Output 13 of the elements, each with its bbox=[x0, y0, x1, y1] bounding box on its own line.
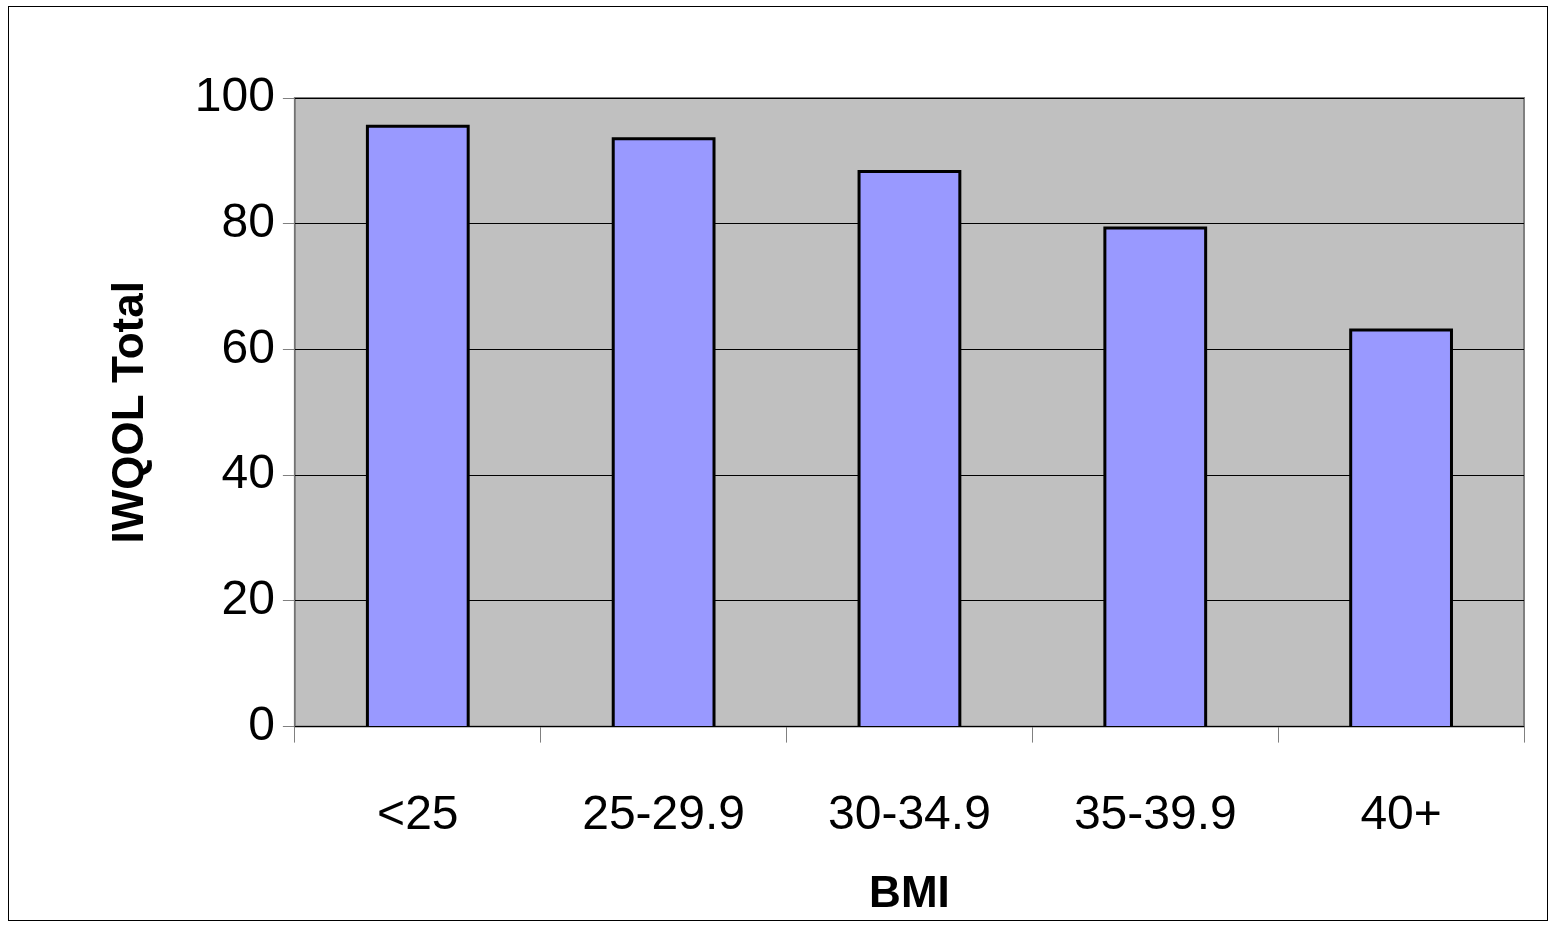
y-tick-label: 40 bbox=[221, 445, 275, 499]
x-tick-label: 40+ bbox=[1360, 785, 1442, 839]
y-tick-label: 0 bbox=[248, 696, 275, 750]
y-tick-label: 80 bbox=[221, 193, 275, 247]
x-tick-label: 30-34.9 bbox=[828, 785, 991, 839]
x-tick-label: <25 bbox=[377, 785, 459, 839]
x-axis-title: BMI bbox=[869, 866, 950, 916]
x-tick-label: 35-39.9 bbox=[1073, 785, 1237, 839]
y-tick-label: 100 bbox=[194, 68, 275, 122]
x-tick-label: 25-29.9 bbox=[582, 785, 746, 839]
y-tick-label: 20 bbox=[221, 571, 275, 625]
y-axis-title: IWQOL Total bbox=[102, 281, 152, 544]
y-tick-label: 60 bbox=[221, 319, 275, 373]
